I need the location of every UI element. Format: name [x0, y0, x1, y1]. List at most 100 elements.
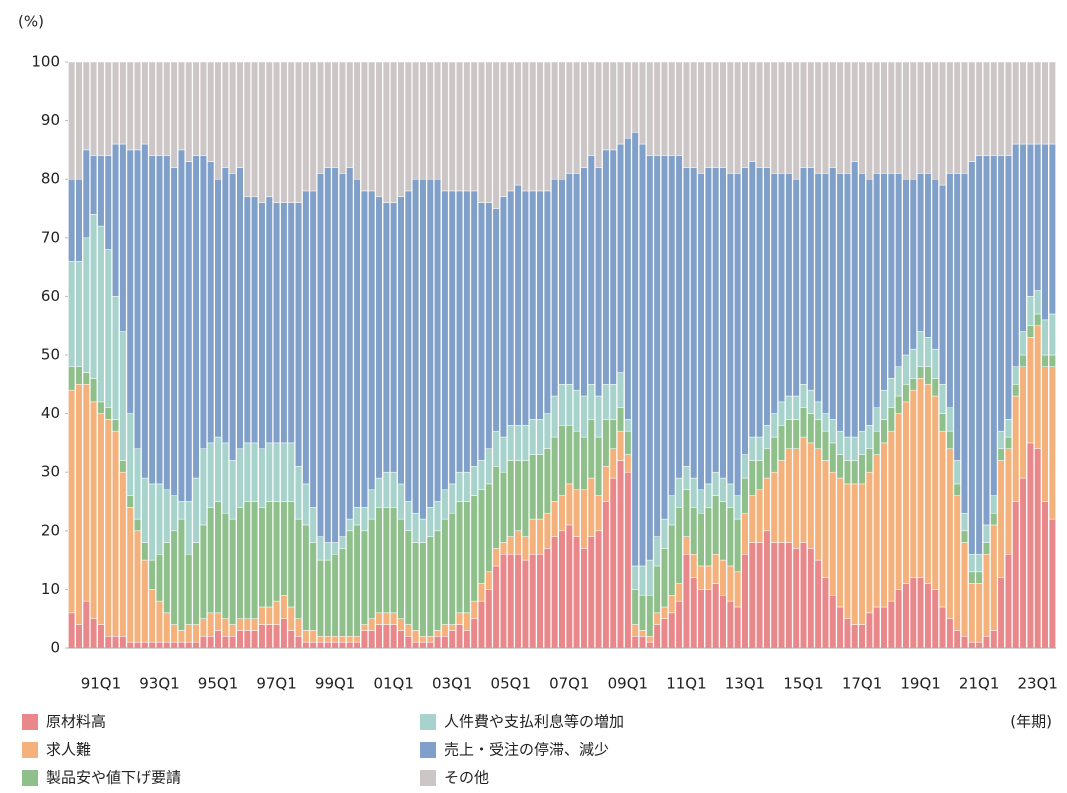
bar-segment	[1048, 366, 1056, 520]
bar-segment	[807, 548, 815, 649]
bar-segment	[360, 190, 368, 508]
bar-segment	[909, 178, 917, 350]
bar-segment	[68, 178, 76, 262]
bar-segment	[690, 61, 698, 168]
bar-segment	[492, 565, 500, 649]
bar-segment	[682, 61, 690, 168]
bar-segment	[917, 61, 925, 174]
bar-segment	[858, 430, 866, 455]
bar-segment	[470, 190, 478, 467]
bar-segment	[931, 61, 939, 180]
bar-segment	[697, 61, 705, 174]
bar-segment	[909, 61, 917, 180]
bar-segment	[521, 559, 529, 649]
bar-segment	[990, 630, 998, 649]
bar-segment	[968, 61, 976, 162]
bar-segment	[177, 61, 185, 151]
x-tick-label: 15Q1	[783, 675, 823, 693]
bar-segment	[353, 507, 361, 526]
bar-segment	[843, 436, 851, 461]
bar-segment	[646, 155, 654, 561]
bar-segment	[448, 483, 456, 514]
bar-segment	[763, 167, 771, 426]
bar-segment	[295, 636, 303, 649]
bar-segment	[134, 149, 142, 450]
bar-segment	[1034, 448, 1042, 649]
bar-segment	[316, 636, 324, 643]
bar-segment	[543, 413, 551, 450]
bar-segment	[631, 589, 639, 625]
bar-segment	[426, 178, 434, 508]
bar-segment	[90, 401, 98, 619]
bar-segment	[726, 507, 734, 567]
bar-segment	[536, 61, 544, 192]
bar-segment	[873, 606, 881, 649]
bar-segment	[1041, 501, 1049, 649]
bar-segment	[961, 61, 969, 174]
bar-segment	[141, 477, 149, 543]
bar-segment	[375, 507, 383, 614]
bar-segment	[90, 61, 98, 157]
bar-segment	[638, 61, 647, 145]
bar-segment	[953, 495, 961, 631]
bar-segment	[229, 460, 237, 520]
bar-segment	[1004, 155, 1012, 420]
bar-segment	[573, 61, 581, 174]
bar-segment	[97, 225, 105, 403]
bar-segment	[207, 636, 215, 649]
bar-segment	[609, 477, 617, 649]
bar-segment	[207, 442, 215, 508]
bar-segment	[690, 167, 698, 479]
bar-segment	[551, 178, 559, 397]
bar-segment	[800, 167, 808, 385]
bar-segment	[155, 641, 163, 649]
bar-segment	[536, 553, 544, 649]
bar-segment	[690, 477, 698, 508]
bar-segment	[573, 173, 581, 391]
bar-segment	[368, 190, 376, 491]
bar-segment	[843, 483, 851, 619]
bar-segment	[280, 442, 288, 502]
bar-segment	[682, 553, 690, 649]
bar-segment	[814, 61, 822, 174]
bar-segment	[1041, 354, 1049, 367]
bar-segment	[404, 501, 412, 532]
legend-label: 求人難	[46, 741, 91, 759]
bar-segment	[587, 61, 595, 157]
bar-segment	[470, 466, 478, 496]
bar-segment	[1019, 143, 1027, 332]
bar-segment	[75, 384, 83, 625]
bar-segment	[902, 384, 910, 403]
bar-segment	[631, 624, 639, 637]
bar-segment	[499, 436, 507, 473]
bar-segment	[829, 442, 837, 473]
bar-segment	[602, 384, 610, 420]
bar-segment	[265, 61, 273, 198]
bar-segment	[346, 641, 354, 649]
bar-segment	[1012, 61, 1020, 145]
bar-segment	[243, 442, 251, 502]
bar-segment	[968, 161, 976, 555]
bar-segment	[141, 641, 149, 649]
bar-segment	[360, 61, 368, 192]
bar-segment	[953, 483, 961, 496]
bar-segment	[214, 612, 222, 631]
bar-segment	[895, 61, 903, 174]
bar-segment	[404, 61, 412, 192]
bar-segment	[931, 178, 939, 350]
bar-segment	[887, 378, 895, 408]
bar-segment	[865, 448, 873, 473]
bar-segment	[573, 489, 581, 537]
bar-segment	[595, 495, 603, 532]
bar-segment	[690, 507, 698, 555]
bar-segment	[558, 425, 566, 496]
legend-swatch	[420, 770, 436, 786]
y-tick-label: 20	[41, 521, 60, 539]
bar-segment	[397, 196, 405, 485]
bar-segment	[463, 61, 471, 192]
bar-segment	[990, 524, 998, 631]
bar-segment	[185, 501, 193, 555]
bar-segment	[997, 155, 1005, 432]
bar-segment	[909, 348, 917, 379]
